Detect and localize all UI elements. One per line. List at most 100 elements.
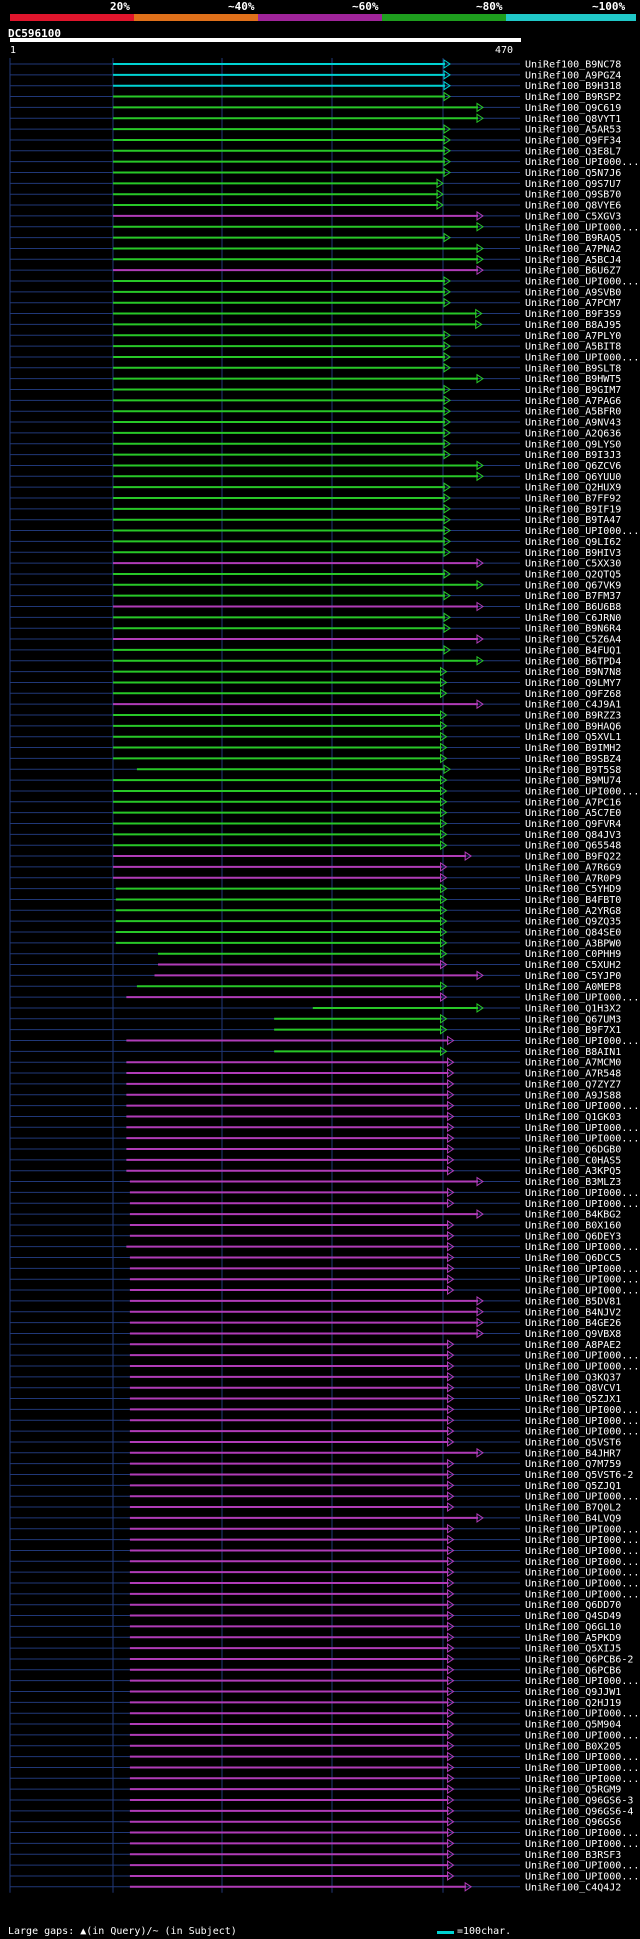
hit-label[interactable]: UniRef100_A7R0P9	[525, 873, 621, 884]
hit-row[interactable]: UniRef100_Q5N7J6	[10, 167, 621, 179]
hit-label[interactable]: UniRef100_UPI000...	[525, 1861, 639, 1872]
hit-row[interactable]: UniRef100_Q8VYE6	[10, 200, 621, 212]
hit-label[interactable]: UniRef100_C4Q4J2	[525, 1882, 621, 1893]
hit-row[interactable]: UniRef100_B4FBT0	[10, 894, 621, 906]
hit-label[interactable]: UniRef100_UPI000...	[525, 1568, 639, 1579]
hit-label[interactable]: UniRef100_Q6DD70	[525, 1600, 621, 1611]
hit-row[interactable]: UniRef100_A5PKD9	[10, 1632, 621, 1644]
hit-label[interactable]: UniRef100_Q1GK03	[525, 1112, 621, 1123]
hit-row[interactable]: UniRef100_Q3KQ37	[10, 1371, 621, 1383]
hit-row[interactable]: UniRef100_UPI000...	[10, 1274, 639, 1286]
hit-label[interactable]: UniRef100_Q96GS6-4	[525, 1806, 633, 1817]
hit-label[interactable]: UniRef100_Q67UM3	[525, 1014, 621, 1025]
hit-row[interactable]: UniRef100_A9SVB0	[10, 286, 621, 298]
hit-label[interactable]: UniRef100_B9HWT5	[525, 374, 621, 385]
hit-label[interactable]: UniRef100_B9IMH2	[525, 743, 621, 754]
hit-row[interactable]: UniRef100_UPI000...	[10, 1773, 639, 1785]
hit-label[interactable]: UniRef100_B9SLT8	[525, 363, 621, 374]
hit-label[interactable]: UniRef100_UPI000...	[525, 1275, 639, 1286]
hit-label[interactable]: UniRef100_UPI000...	[525, 222, 639, 233]
hit-row[interactable]: UniRef100_B9RAQ5	[10, 232, 621, 244]
hit-label[interactable]: UniRef100_C5XX30	[525, 559, 621, 570]
hit-row[interactable]: UniRef100_Q5VST6	[10, 1437, 621, 1448]
hit-label[interactable]: UniRef100_C0HAS5	[525, 1155, 621, 1166]
hit-row[interactable]: UniRef100_B8AJ95	[10, 319, 621, 331]
hit-row[interactable]: UniRef100_UPI000...	[10, 1285, 639, 1297]
hit-row[interactable]: UniRef100_C0PHH9	[10, 948, 621, 960]
hit-label[interactable]: UniRef100_UPI000...	[525, 1579, 639, 1590]
hit-row[interactable]: UniRef100_Q5VST6-2	[10, 1469, 633, 1481]
hit-label[interactable]: UniRef100_B9F7X1	[525, 1025, 621, 1036]
hit-row[interactable]: UniRef100_UPI000...	[10, 1588, 639, 1600]
hit-row[interactable]: UniRef100_A7R6G9	[10, 861, 621, 873]
hit-row[interactable]: UniRef100_UPI000...	[10, 1860, 639, 1872]
hit-label[interactable]: UniRef100_Q5XIJ5	[525, 1644, 621, 1655]
hit-label[interactable]: UniRef100_UPI000...	[525, 1524, 639, 1535]
hit-label[interactable]: UniRef100_C5Z6A4	[525, 635, 621, 646]
hit-row[interactable]: UniRef100_UPI000...	[10, 1491, 639, 1503]
hit-row[interactable]: UniRef100_B9HWT5	[10, 373, 621, 385]
hit-label[interactable]: UniRef100_Q9LYS0	[525, 439, 621, 450]
hit-label[interactable]: UniRef100_B9RAQ5	[525, 233, 621, 244]
hit-row[interactable]: UniRef100_A7R548	[10, 1068, 621, 1080]
hit-row[interactable]: UniRef100_C4J9A1	[10, 699, 621, 711]
hit-row[interactable]: UniRef100_B4NJV2	[10, 1306, 621, 1318]
hit-row[interactable]: UniRef100_UPI000...	[10, 525, 639, 537]
hit-row[interactable]: UniRef100_Q9JJW1	[10, 1686, 621, 1698]
hit-label[interactable]: UniRef100_Q8VYE6	[525, 201, 621, 212]
hit-row[interactable]: UniRef100_Q9FF34	[10, 135, 621, 146]
hit-row[interactable]: UniRef100_C4Q4J2	[10, 1881, 621, 1893]
hit-label[interactable]: UniRef100_C4J9A1	[525, 700, 621, 711]
hit-label[interactable]: UniRef100_Q9SB70	[525, 190, 621, 201]
hit-row[interactable]: UniRef100_B9GIM7	[10, 384, 621, 396]
hit-row[interactable]: UniRef100_A7PAG6	[10, 395, 621, 407]
hit-row[interactable]: UniRef100_C5XGV3	[10, 210, 621, 222]
hit-row[interactable]: UniRef100_UPI000...	[10, 1133, 639, 1145]
hit-label[interactable]: UniRef100_Q5RGM9	[525, 1785, 621, 1796]
hit-row[interactable]: UniRef100_Q9S7U7	[10, 178, 621, 190]
hit-row[interactable]: UniRef100_A3KPQ5	[10, 1165, 621, 1177]
hit-row[interactable]: UniRef100_B3MLZ3	[10, 1176, 621, 1188]
hit-row[interactable]: UniRef100_A7PC16	[10, 796, 621, 808]
hit-row[interactable]: UniRef100_UPI000...	[10, 276, 639, 288]
hit-label[interactable]: UniRef100_B9FQ22	[525, 852, 621, 863]
hit-row[interactable]: UniRef100_A9JS88	[10, 1089, 621, 1101]
hit-row[interactable]: UniRef100_Q9SB70	[10, 189, 621, 201]
hit-label[interactable]: UniRef100_A5PKD9	[525, 1633, 621, 1644]
hit-label[interactable]: UniRef100_B0X160	[525, 1220, 621, 1231]
hit-label[interactable]: UniRef100_Q6GL10	[525, 1622, 621, 1633]
hit-label[interactable]: UniRef100_Q9LMY7	[525, 678, 621, 689]
hit-row[interactable]: UniRef100_UPI000...	[10, 1838, 639, 1850]
hit-label[interactable]: UniRef100_B9RSP2	[525, 92, 621, 103]
hit-row[interactable]: UniRef100_B8AIN1	[10, 1046, 621, 1058]
hit-row[interactable]: UniRef100_Q84SE0	[10, 927, 621, 939]
hit-row[interactable]: UniRef100_B9IF19	[10, 503, 621, 515]
hit-label[interactable]: UniRef100_Q6PCB6	[525, 1665, 621, 1676]
hit-row[interactable]: UniRef100_A9NV43	[10, 417, 621, 429]
hit-label[interactable]: UniRef100_UPI000...	[525, 1492, 639, 1503]
hit-row[interactable]: UniRef100_A2YRG8	[10, 905, 621, 917]
hit-row[interactable]: UniRef100_Q6DCC5	[10, 1252, 621, 1264]
hit-label[interactable]: UniRef100_UPI000...	[525, 1362, 639, 1373]
hit-row[interactable]: UniRef100_A5BCJ4	[10, 254, 621, 266]
hit-label[interactable]: UniRef100_B4GE26	[525, 1318, 621, 1329]
hit-label[interactable]: UniRef100_UPI000...	[525, 1427, 639, 1438]
hit-row[interactable]: UniRef100_Q5ZJX1	[10, 1393, 621, 1405]
hit-label[interactable]: UniRef100_A8PAE2	[525, 1340, 621, 1351]
hit-label[interactable]: UniRef100_A5AR53	[525, 125, 621, 136]
hit-row[interactable]: UniRef100_Q8VYT1	[10, 113, 621, 125]
hit-label[interactable]: UniRef100_B9HIV3	[525, 548, 621, 559]
hit-label[interactable]: UniRef100_UPI000...	[525, 1589, 639, 1600]
hit-label[interactable]: UniRef100_A5C7E0	[525, 808, 621, 819]
hit-row[interactable]: UniRef100_Q2QTQ5	[10, 569, 621, 580]
hit-row[interactable]: UniRef100_C6JRN0	[10, 612, 621, 624]
hit-label[interactable]: UniRef100_Q8VYT1	[525, 114, 621, 125]
hit-row[interactable]: UniRef100_B9FQ22	[10, 851, 621, 863]
hit-label[interactable]: UniRef100_Q67VK9	[525, 580, 621, 591]
hit-row[interactable]: UniRef100_Q6YUU0	[10, 471, 621, 483]
hit-row[interactable]: UniRef100_Q9FZ68	[10, 688, 621, 700]
hit-label[interactable]: UniRef100_B6U6Z7	[525, 266, 621, 277]
hit-row[interactable]: UniRef100_UPI000...	[10, 1404, 639, 1416]
hit-row[interactable]: UniRef100_B4LVQ9	[10, 1512, 621, 1524]
hit-row[interactable]: UniRef100_Q96GS6-3	[10, 1795, 633, 1807]
